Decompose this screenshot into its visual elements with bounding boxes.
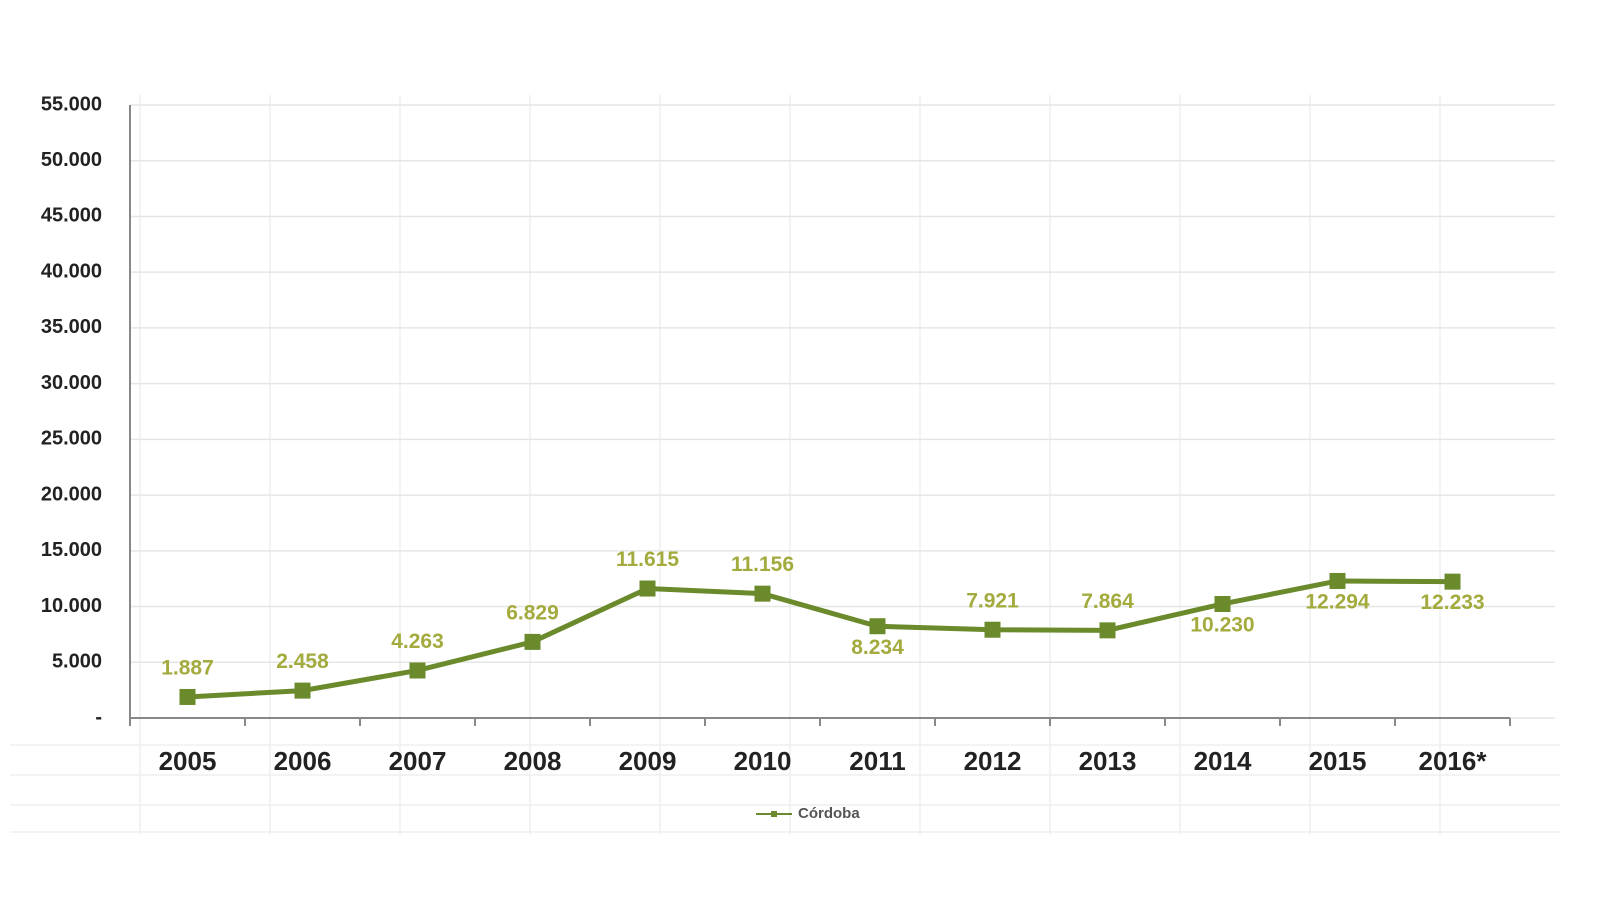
x-tick-label: 2007 [389,746,447,776]
y-tick-label: 45.000 [41,205,102,227]
series-line [187,578,1453,700]
value-label: 12.294 [1305,591,1370,614]
legend-label: Córdoba [798,805,860,822]
x-tick-label: 2008 [504,746,562,776]
x-tick-label: 2016* [1419,746,1488,776]
value-label: 12.233 [1420,591,1484,614]
value-label: 11.615 [616,548,679,571]
value-label: 1.887 [161,657,214,680]
value-label: 4.263 [391,630,444,653]
x-tick-label: 2013 [1079,746,1137,776]
marker [1214,595,1231,612]
marker [409,662,426,679]
marker [1444,573,1461,590]
marker [984,621,1001,638]
y-tick-label: 10.000 [41,595,102,617]
value-label: 2.458 [276,650,329,673]
value-label: 10.230 [1190,614,1254,637]
marker [1099,622,1116,639]
y-tick-label: - [95,706,102,728]
marker [524,633,541,650]
marker [179,688,196,705]
value-label: 7.864 [1081,590,1134,613]
marker [869,618,886,635]
y-tick-label: 30.000 [41,372,102,394]
value-label: 11.156 [731,553,794,576]
x-tick-label: 2012 [964,746,1022,776]
x-tick-label: 2005 [159,746,217,776]
y-tick-label: 5.000 [52,651,102,673]
value-label: 7.921 [966,589,1019,612]
x-tick-label: 2009 [619,746,677,776]
value-label: 6.829 [506,601,559,624]
x-tick-label: 2010 [734,746,792,776]
x-tick-label: 2006 [274,746,332,776]
x-tick-label: 2011 [849,746,905,776]
y-tick-label: 55.000 [41,93,102,115]
sheet-grid [10,95,1560,835]
x-tick-label: 2014 [1194,746,1252,776]
y-tick-label: 15.000 [41,539,102,561]
marker [1329,572,1346,589]
legend-marker [771,811,777,817]
y-tick-label: 35.000 [41,316,102,338]
marker [754,585,771,602]
y-tick-label: 50.000 [41,149,102,171]
marker [639,580,656,597]
value-label: 8.234 [851,636,904,659]
y-tick-label: 20.000 [41,483,102,505]
y-tick-label: 40.000 [41,260,102,282]
marker [294,682,311,699]
y-tick-label: 25.000 [41,428,102,450]
x-tick-label: 2015 [1309,746,1367,776]
